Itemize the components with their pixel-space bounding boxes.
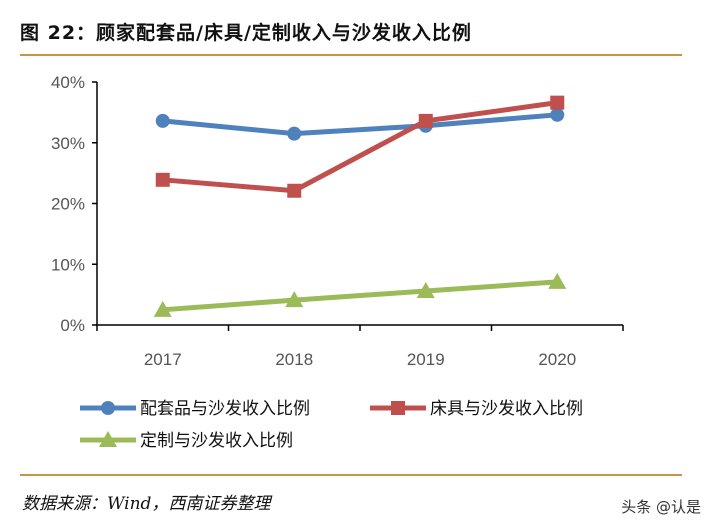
series-line-1 [162,100,558,194]
watermark: 头条 @认是 [621,498,701,516]
data-point-2-2 [416,281,435,298]
legend-label-0: 配套品与沙发收入比例 [140,399,310,419]
legend-marker-2 [99,431,117,447]
y-tick-label: 40% [51,73,85,92]
x-tick-label: 2019 [407,350,445,369]
data-point-2-0 [153,300,172,317]
data-point-1-2 [418,113,433,128]
data-point-1-3 [550,95,565,110]
data-point-0-1 [287,126,302,141]
legend-marker-0 [101,401,115,415]
data-point-1-1 [287,183,302,198]
x-tick-label: 2017 [144,350,182,369]
bottom-rule [20,474,682,476]
y-tick-label: 0% [60,316,85,335]
data-point-1-0 [155,172,170,187]
y-tick-label: 30% [51,134,85,153]
top-rule [20,54,682,56]
legend-label-1: 床具与沙发收入比例 [430,399,583,419]
series-line-2 [162,279,558,313]
data-point-2-1 [285,291,304,308]
y-tick-label: 20% [51,195,85,214]
data-point-0-3 [550,107,565,122]
data-point-0-0 [155,113,170,128]
chart-title: 图 22：顾家配套品/床具/定制收入与沙发收入比例 [20,22,472,44]
x-tick-label: 2020 [538,350,576,369]
series-line-0 [162,112,558,137]
data-point-2-3 [548,272,567,289]
y-tick-label: 10% [51,255,85,274]
source-note: 数据来源：Wind，西南证券整理 [22,494,271,514]
legend-label-2: 定制与沙发收入比例 [140,431,293,451]
legend-marker-1 [391,401,405,415]
x-tick-label: 2018 [275,350,313,369]
